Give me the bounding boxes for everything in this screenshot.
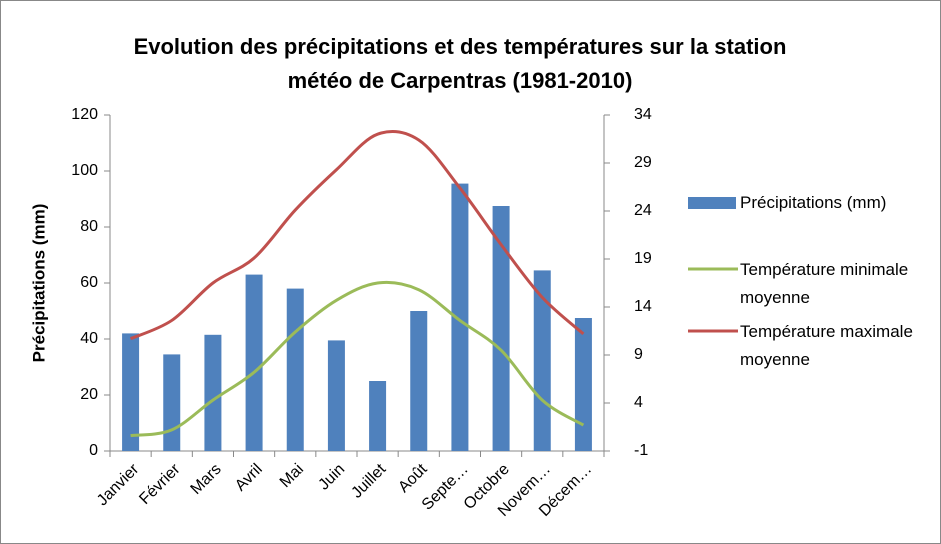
x-tick-label: Avril: [232, 461, 266, 495]
legend-label: Température maximale moyenne: [740, 322, 913, 369]
bar: [327, 340, 345, 451]
x-tick-label: Juillet: [348, 460, 389, 501]
y2-tick-label: 24: [634, 202, 652, 219]
x-tick-label: Juin: [315, 461, 348, 494]
bar: [574, 318, 592, 451]
bar: [451, 183, 469, 451]
y-tick-label: 20: [80, 386, 98, 403]
bar: [410, 311, 428, 451]
bar: [533, 270, 551, 451]
legend-label: Température minimale moyenne: [740, 260, 909, 307]
x-tick-label: Août: [395, 460, 431, 496]
legend-swatch: [688, 197, 736, 209]
y2-tick-label: 14: [634, 298, 652, 315]
bar: [163, 354, 181, 451]
y2-tick-label: 4: [634, 394, 643, 411]
y-tick-label: 100: [71, 162, 98, 179]
bar: [245, 274, 263, 451]
y-tick-label: 80: [80, 218, 98, 235]
bar: [492, 206, 510, 451]
line: [129, 129, 585, 341]
y-tick-label: 40: [80, 330, 98, 347]
y2-tick-label: 34: [634, 106, 652, 123]
x-tick-label: Février: [136, 460, 184, 508]
y2-tick-label: 29: [634, 154, 652, 171]
x-tick-label: Mai: [277, 461, 307, 491]
legend-label: Précipitations (mm): [740, 193, 887, 212]
y2-tick-label: 19: [634, 250, 652, 267]
x-tick-label: Mars: [188, 461, 225, 498]
y-tick-label: 120: [71, 106, 98, 123]
y2-tick-label: -1: [634, 442, 648, 459]
bar: [286, 288, 304, 451]
line: [130, 280, 585, 438]
x-tick-label: Septe…: [419, 461, 472, 514]
chart-title: Evolution des précipitations et des temp…: [133, 34, 787, 93]
y-tick-label: 60: [80, 274, 98, 291]
y-tick-label: 0: [89, 442, 98, 459]
bar: [204, 334, 222, 451]
x-tick-label: Janvier: [94, 460, 143, 509]
y2-tick-label: 9: [634, 346, 643, 363]
bar: [369, 381, 387, 451]
y-axis-label: Précipitations (mm): [29, 204, 48, 363]
bar: [122, 333, 140, 451]
